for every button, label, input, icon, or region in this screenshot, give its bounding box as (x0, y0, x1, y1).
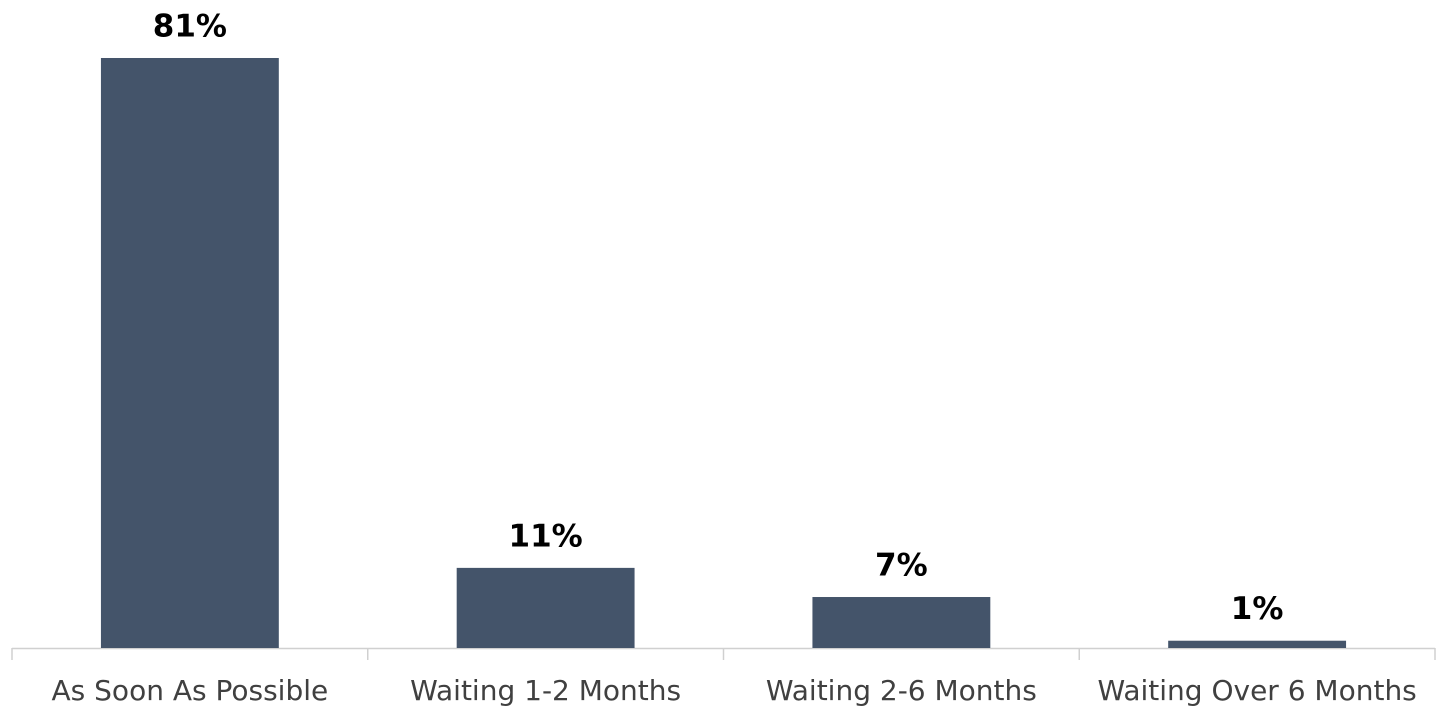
x-tick-label: Waiting 1-2 Months (410, 674, 681, 707)
data-label: 11% (509, 518, 583, 554)
x-tick-label: Waiting Over 6 Months (1097, 674, 1416, 707)
bar (1168, 640, 1347, 648)
bar (100, 57, 279, 649)
bar (812, 597, 991, 648)
x-tick-label: As Soon As Possible (52, 674, 329, 707)
bar (456, 567, 635, 648)
x-tick-label: Waiting 2-6 Months (766, 674, 1037, 707)
data-label: 81% (153, 8, 227, 44)
data-label: 1% (1231, 591, 1284, 627)
data-label: 7% (875, 548, 928, 584)
